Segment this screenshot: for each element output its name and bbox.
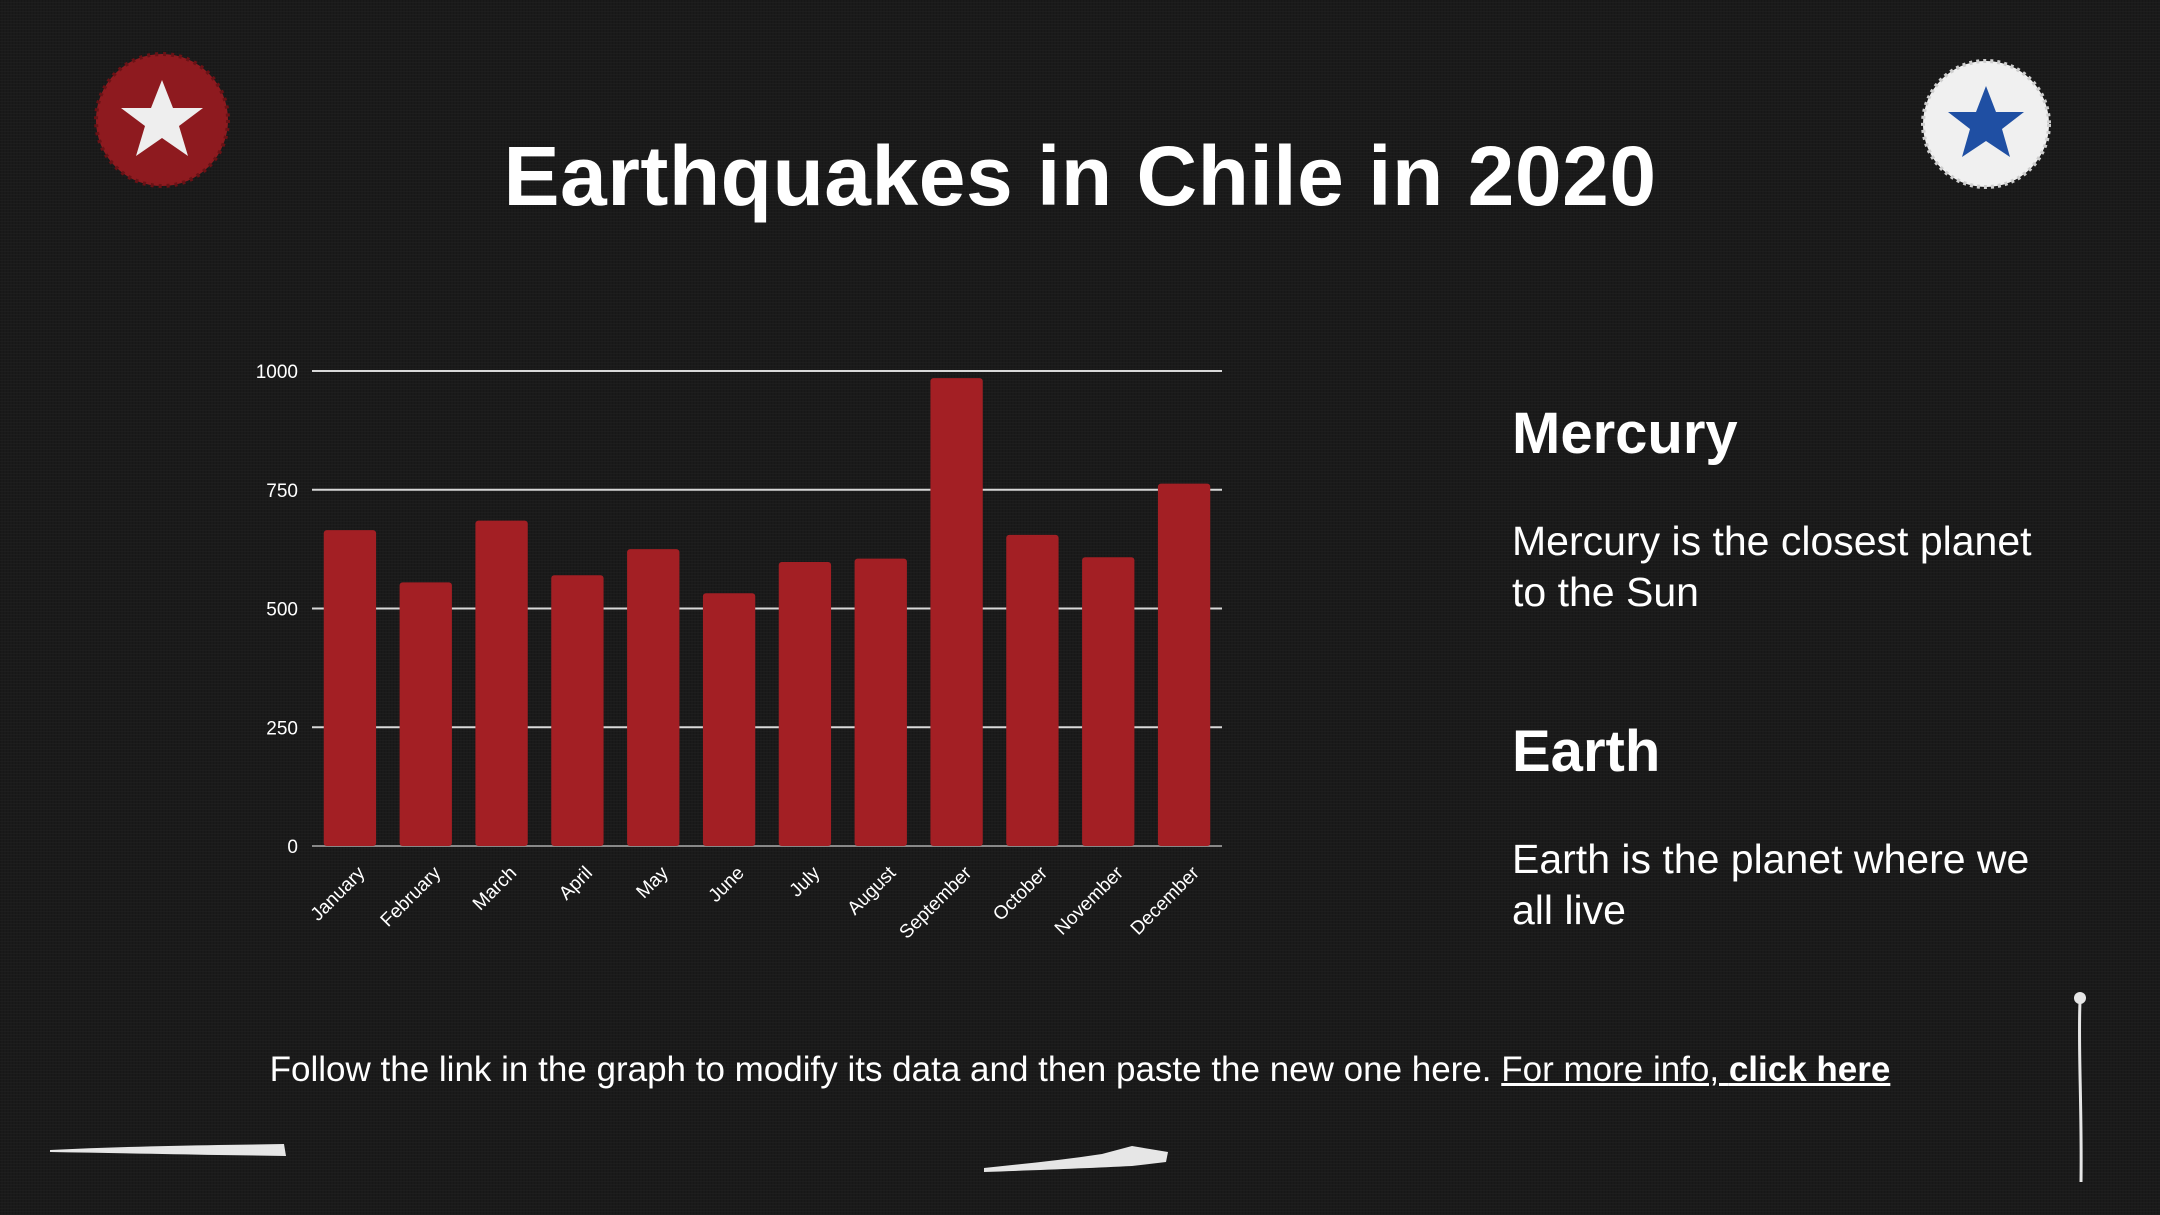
right-badge [1918, 56, 2054, 197]
right-badge-star [1948, 86, 2024, 157]
more-info-link[interactable]: For more info, click here [1501, 1050, 1890, 1089]
x-tick-label: September [896, 862, 977, 943]
x-tick-label: February [377, 862, 446, 931]
y-tick-label: 500 [266, 600, 298, 621]
brush-stroke-right [2074, 992, 2086, 1183]
x-tick-label: April [555, 863, 597, 905]
chart-bars [323, 378, 1211, 846]
x-tick-label: August [844, 862, 901, 919]
chart-y-axis: 0 250 500 750 1000 [256, 362, 298, 858]
y-tick-label: 250 [266, 718, 298, 739]
more-info-link-prefix: For more info, [1501, 1050, 1729, 1089]
bar-december[interactable] [1157, 483, 1211, 846]
chart-grid [312, 370, 1222, 847]
earth-heading: Earth [1512, 719, 1661, 784]
bar-march[interactable] [475, 520, 528, 846]
y-tick-label: 750 [266, 481, 298, 502]
x-tick-label: March [469, 863, 521, 915]
bar-september[interactable] [930, 378, 983, 846]
x-tick-label: January [307, 862, 370, 925]
chart-x-axis: January February March April May June July Augu… [307, 862, 1204, 943]
brush-stroke-left [50, 1144, 286, 1156]
x-tick-label: June [705, 863, 749, 907]
click-here-link: click here [1728, 1050, 1891, 1089]
left-badge [92, 50, 232, 195]
bar-november[interactable] [1082, 557, 1135, 846]
footer-note: Follow the link in the graph to modify i… [0, 1050, 2160, 1090]
bar-july[interactable] [778, 561, 832, 846]
x-tick-label: July [786, 862, 825, 901]
right-badge-rough-edge [1921, 59, 2051, 189]
brush-stroke-center [984, 1146, 1168, 1172]
earth-description: Earth is the planet where we all live [1512, 836, 2030, 933]
x-tick-label: December [1127, 862, 1204, 939]
y-tick-label: 1000 [256, 362, 298, 383]
y-tick-label: 0 [287, 837, 298, 858]
mercury-heading: Mercury [1512, 401, 1738, 466]
bar-august[interactable] [854, 558, 907, 846]
mercury-description: Mercury is the closest planet to the Sun [1512, 518, 2032, 615]
bar-january[interactable] [323, 530, 377, 846]
left-badge-star [121, 80, 203, 156]
bar-october[interactable] [1006, 534, 1059, 846]
x-tick-label: November [1051, 862, 1128, 939]
x-tick-label: October [989, 862, 1052, 925]
footer-text: Follow the link in the graph to modify i… [269, 1050, 1502, 1089]
x-tick-label: May [633, 862, 674, 903]
star-icon [94, 52, 230, 188]
left-badge-rough-edge [94, 52, 230, 188]
page-title: Earthquakes in Chile in 2020 [503, 129, 1657, 223]
bar-may[interactable] [627, 549, 680, 846]
bar-june[interactable] [702, 593, 756, 846]
bar-chart[interactable]: 0 250 500 750 1000 January February March April… [220, 340, 1240, 980]
bar-april[interactable] [551, 575, 604, 846]
bar-february[interactable] [399, 582, 452, 846]
star-icon [1921, 59, 2051, 189]
